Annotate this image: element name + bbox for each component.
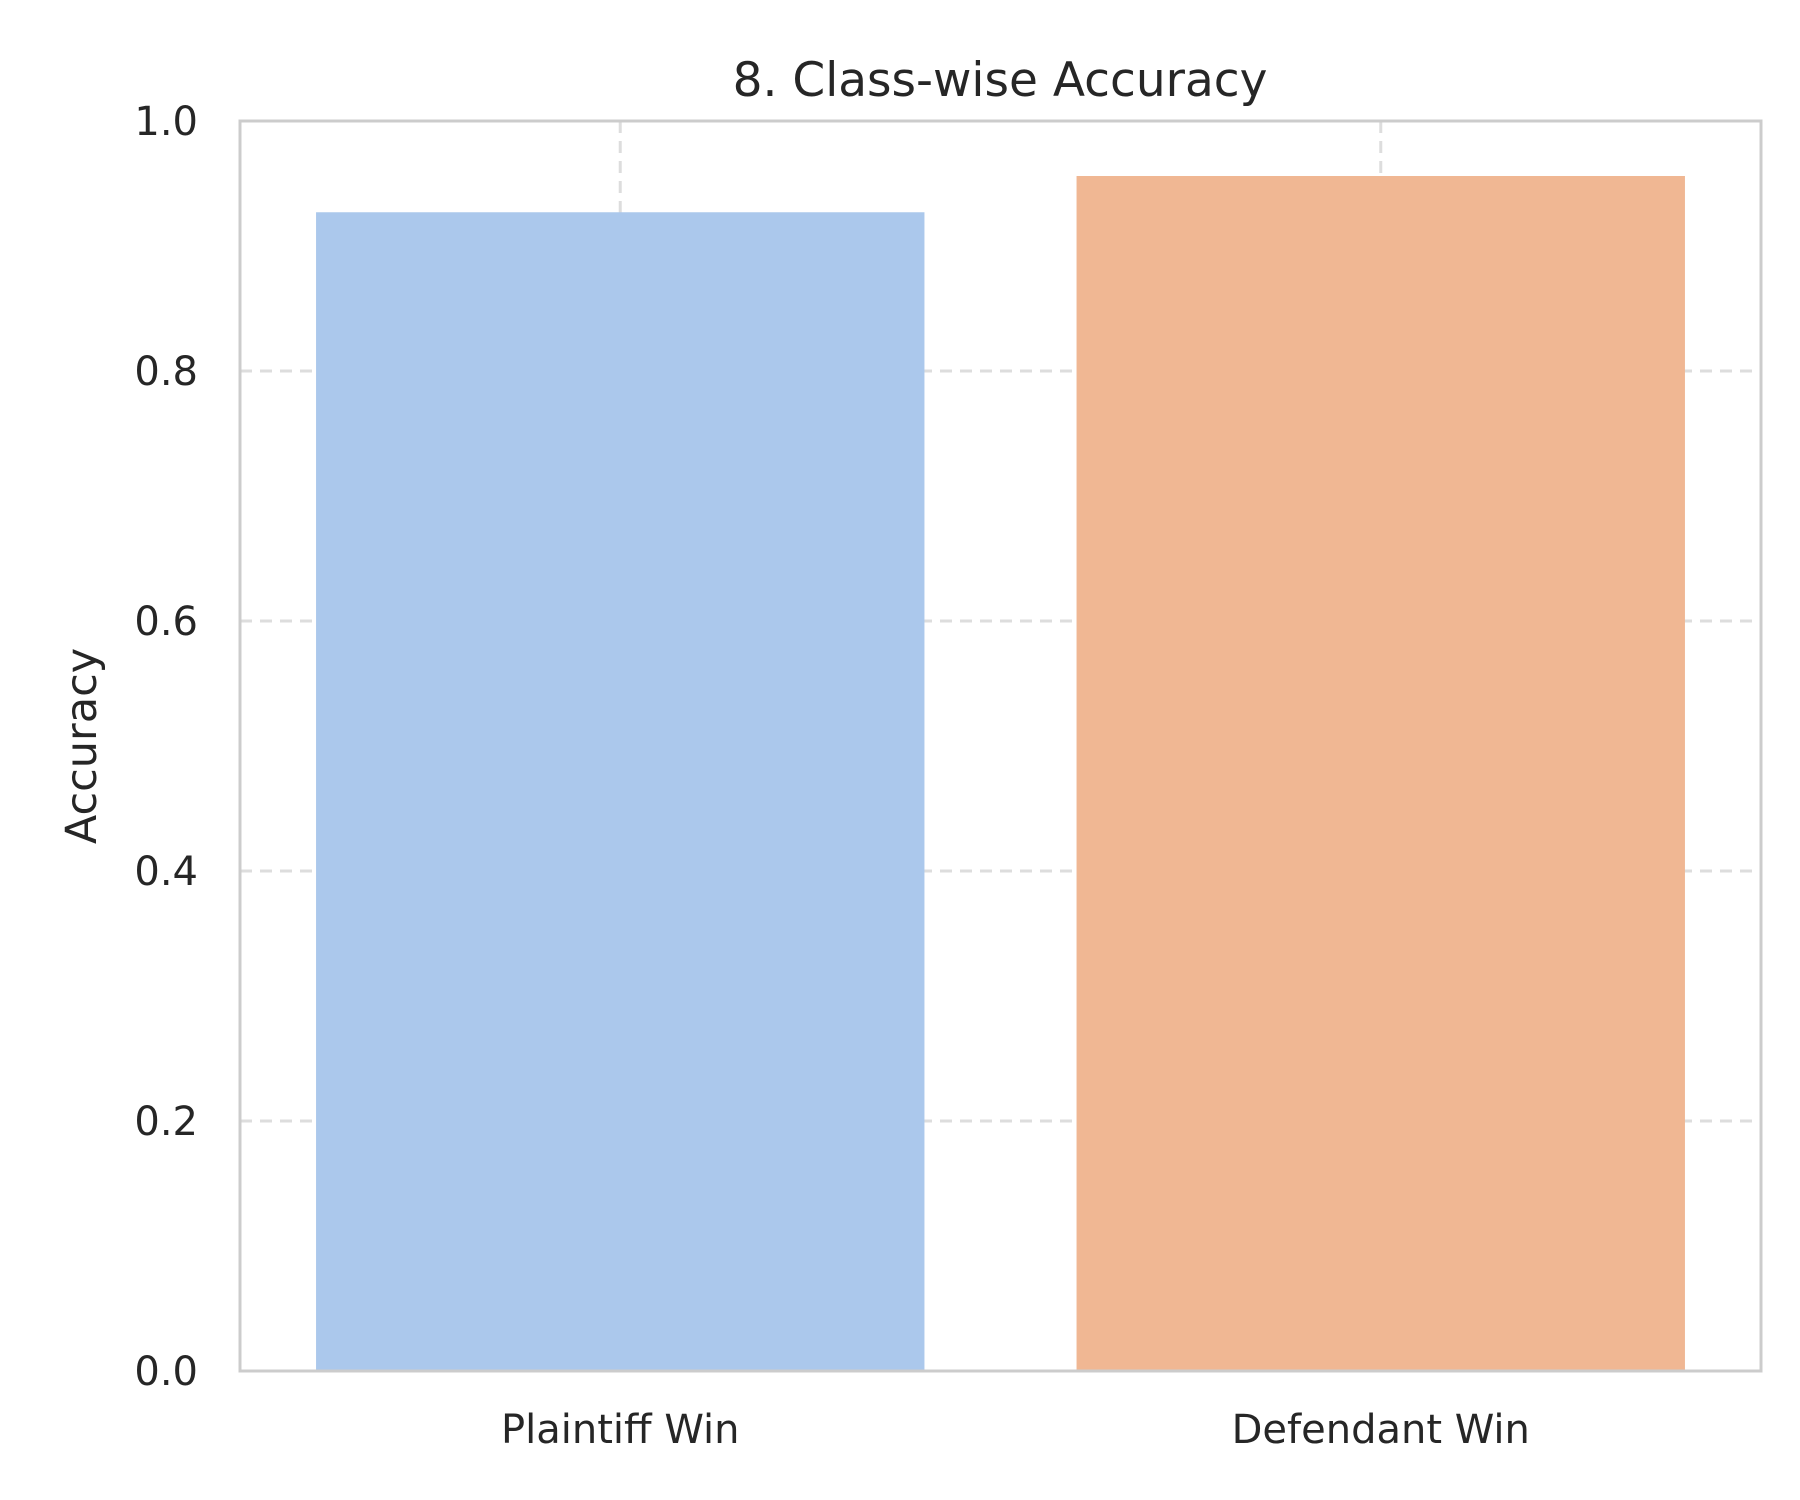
chart-title: 8. Class-wise Accuracy bbox=[733, 53, 1268, 108]
y-axis-label: Accuracy bbox=[57, 648, 107, 844]
y-tick-label: 0.0 bbox=[134, 1349, 198, 1395]
bars bbox=[316, 176, 1685, 1371]
plot-frame bbox=[238, 119, 1763, 1373]
x-tick-labels: Plaintiff Win Defendant Win bbox=[501, 1407, 1530, 1453]
y-tick-label: 0.8 bbox=[134, 349, 198, 395]
y-tick-label: 0.4 bbox=[134, 849, 198, 895]
bar-defendant-win bbox=[1076, 176, 1685, 1371]
bar-plaintiff-win bbox=[316, 212, 925, 1371]
x-tick-label: Plaintiff Win bbox=[501, 1407, 739, 1453]
x-tick-label: Defendant Win bbox=[1232, 1407, 1530, 1453]
y-tick-labels: 0.0 0.2 0.4 0.6 0.8 1.0 bbox=[134, 99, 198, 1395]
y-tick-label: 0.6 bbox=[134, 599, 198, 645]
y-tick-label: 0.2 bbox=[134, 1099, 198, 1145]
y-tick-label: 1.0 bbox=[134, 99, 198, 145]
